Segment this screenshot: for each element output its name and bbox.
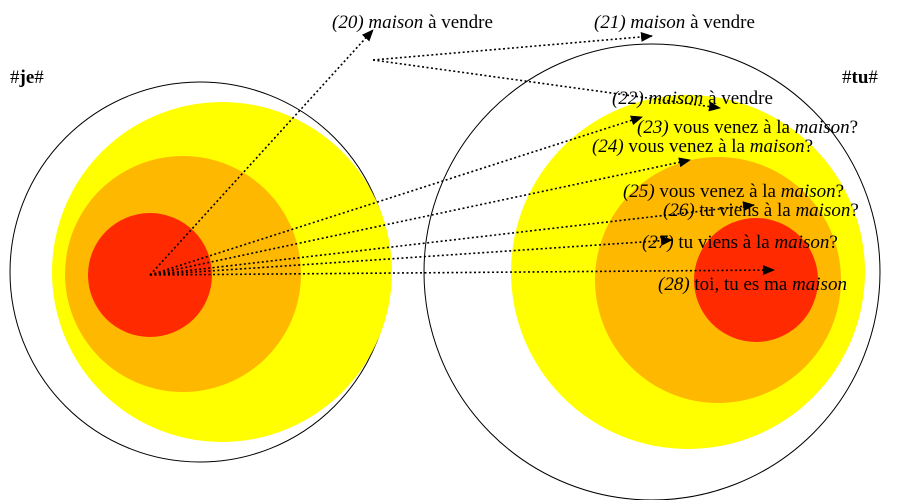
arrow-28: [149, 265, 775, 276]
example-27: (27) tu viens à la maison?: [642, 232, 838, 253]
example-22: (22) maison à vendre: [612, 88, 773, 109]
example-28: (28) toi, tu es ma maison: [658, 274, 847, 295]
example-25: (25) vous venez à la maison?: [623, 181, 844, 202]
example-21: (21) maison à vendre: [594, 12, 755, 33]
arrow-20: [149, 29, 374, 276]
example-26: (26) tu viens à la maison?: [663, 200, 859, 221]
tu-label: #tu#: [842, 67, 878, 88]
tu-inner-zone: [694, 218, 818, 342]
example-23: (23) vous venez à la maison?: [637, 117, 858, 138]
je-label: #je#: [10, 67, 44, 88]
example-20: (20) maison à vendre: [332, 12, 493, 33]
example-24: (24) vous venez à la maison?: [592, 136, 813, 157]
arrow-24: [149, 157, 691, 276]
tu-sphere: [423, 43, 881, 500]
arrow-26: [149, 235, 673, 276]
tu-outer-circle: [423, 43, 881, 500]
arrow-23: [149, 115, 643, 276]
arrow-group: [149, 29, 775, 276]
arrow-21: [372, 31, 653, 61]
